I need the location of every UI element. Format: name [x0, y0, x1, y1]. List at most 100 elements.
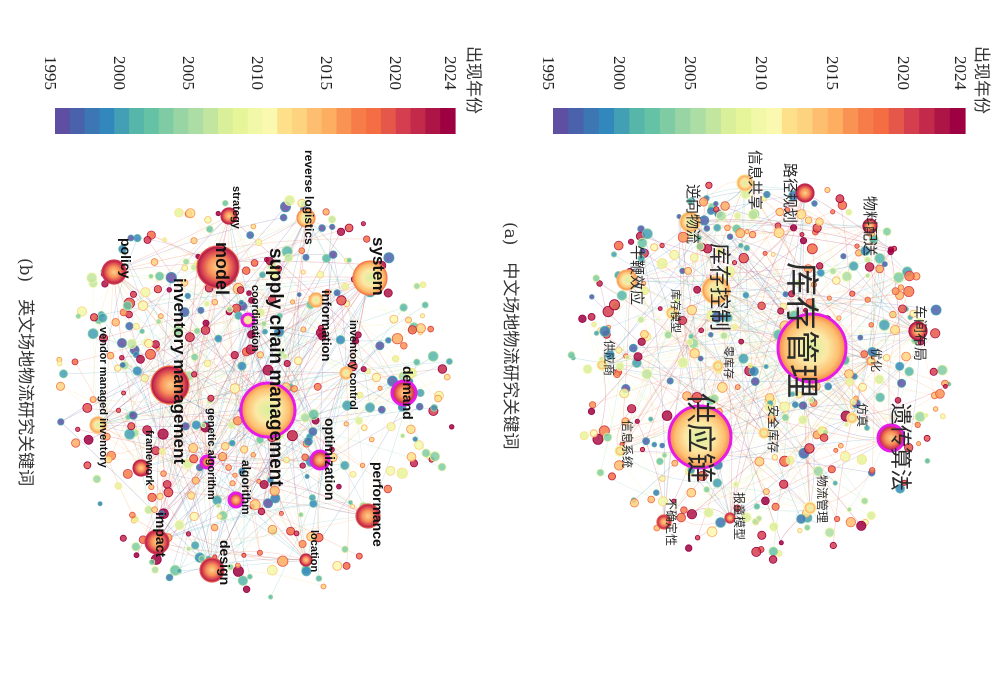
co-occurrence-edge [81, 215, 230, 312]
minor-keyword-node [265, 257, 274, 266]
co-occurrence-edge [206, 461, 251, 577]
minor-keyword-node [385, 465, 396, 476]
minor-keyword-node [582, 364, 593, 375]
minor-keyword-node [83, 434, 94, 445]
keyword-label: 报童模型 [732, 492, 747, 540]
minor-keyword-node [799, 237, 808, 245]
colorbar-swatch [827, 108, 844, 134]
minor-keyword-node [155, 318, 162, 325]
colorbar-swatch [568, 108, 585, 134]
minor-keyword-node [324, 288, 331, 296]
minor-keyword-node [427, 350, 439, 362]
co-occurrence-edge [717, 365, 853, 407]
keyword-node [132, 459, 150, 477]
co-occurrence-edge [315, 299, 423, 317]
minor-keyword-node [332, 561, 343, 571]
co-occurrence-edge [870, 241, 876, 362]
co-occurrence-edge [663, 227, 718, 523]
minor-keyword-node [132, 515, 140, 523]
keyword-label: 零库存 [722, 346, 736, 379]
colorbar-swatch [336, 108, 352, 134]
keyword-node [665, 306, 679, 320]
co-occurrence-edge [111, 372, 347, 456]
minor-keyword-node [741, 512, 752, 523]
minor-keyword-node [396, 467, 408, 479]
co-occurrence-edge [178, 299, 317, 572]
minor-keyword-node [197, 306, 205, 314]
keyword-label: 逆向物流 [684, 184, 702, 244]
co-occurrence-edge [599, 283, 607, 366]
minor-keyword-node [648, 416, 654, 422]
minor-keyword-node [90, 313, 99, 322]
minor-keyword-node [174, 519, 185, 531]
minor-keyword-node [71, 438, 81, 448]
keyword-label: strategy [230, 186, 242, 230]
co-occurrence-edge [861, 330, 919, 460]
minor-keyword-node [805, 298, 814, 307]
minor-keyword-node [313, 382, 322, 391]
minor-keyword-node [698, 327, 704, 334]
co-occurrence-edge [127, 277, 371, 307]
minor-keyword-node [637, 316, 645, 324]
minor-keyword-node [437, 364, 448, 374]
co-occurrence-edge [345, 356, 434, 374]
minor-keyword-node [249, 499, 261, 511]
colorbar-swatch [321, 108, 338, 134]
minor-keyword-node [241, 266, 251, 275]
minor-keyword-node [650, 243, 659, 252]
minor-keyword-node [276, 312, 284, 320]
keyword-node [352, 260, 388, 296]
minor-keyword-node [129, 290, 137, 298]
minor-keyword-node [841, 271, 853, 282]
co-occurrence-edge [729, 366, 900, 519]
minor-keyword-node [165, 271, 177, 284]
minor-keyword-node [733, 212, 742, 220]
minor-keyword-node [303, 436, 313, 446]
minor-keyword-node [686, 338, 694, 346]
minor-keyword-node [738, 353, 749, 364]
minor-keyword-node [796, 514, 806, 524]
minor-keyword-node [118, 244, 127, 254]
co-occurrence-edge [216, 500, 307, 561]
keyword-label: coordination [249, 285, 261, 352]
co-occurrence-edge [190, 213, 321, 461]
minor-keyword-node [269, 485, 280, 496]
minor-keyword-node [811, 200, 818, 207]
minor-keyword-node [443, 373, 451, 381]
minor-keyword-node [605, 350, 615, 360]
minor-keyword-node [360, 366, 367, 373]
colorbar-swatch [614, 108, 630, 134]
keyword-node [758, 427, 770, 439]
minor-keyword-node [864, 262, 875, 272]
caption-b: (b) 英文场地物流研究关键词 [15, 258, 35, 486]
minor-keyword-node [126, 338, 137, 349]
minor-keyword-node [247, 330, 256, 339]
minor-keyword-node [712, 478, 723, 488]
minor-keyword-node [837, 442, 844, 449]
minor-keyword-node [829, 267, 837, 275]
minor-keyword-node [904, 366, 914, 377]
minor-keyword-node [602, 305, 614, 318]
minor-keyword-node [268, 294, 277, 304]
co-occurrence-edge [711, 206, 811, 509]
co-occurrence-edge [706, 487, 811, 509]
co-occurrence-edge [819, 221, 892, 439]
co-occurrence-edge [619, 272, 631, 452]
minor-keyword-node [363, 235, 371, 243]
keyword-node [296, 208, 316, 228]
minor-keyword-node [625, 355, 631, 361]
minor-keyword-node [743, 244, 751, 252]
minor-keyword-node [97, 312, 108, 323]
minor-keyword-node [734, 384, 741, 391]
minor-keyword-node [56, 381, 66, 391]
minor-keyword-node [804, 216, 813, 224]
co-occurrence-edge [288, 257, 307, 561]
minor-keyword-node [355, 552, 363, 560]
edges-a [573, 180, 946, 554]
minor-keyword-node [190, 237, 198, 245]
minor-keyword-node [798, 401, 808, 410]
minor-keyword-node [914, 421, 921, 428]
co-occurrence-edge [264, 484, 369, 517]
minor-keyword-node [148, 484, 155, 491]
minor-keyword-node [930, 328, 941, 339]
